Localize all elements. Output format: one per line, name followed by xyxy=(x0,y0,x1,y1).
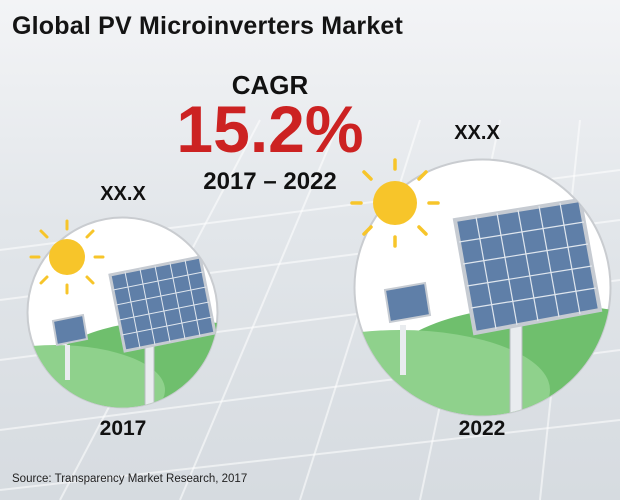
circle-illustration-2022 xyxy=(350,158,612,417)
sun-icon xyxy=(29,219,105,295)
cagr-label: CAGR xyxy=(231,70,309,100)
value-label-2022: XX.X xyxy=(454,122,500,144)
year-label-2022: 2022 xyxy=(458,417,506,440)
cagr-period: 2017 – 2022 xyxy=(203,168,337,195)
page-title: Global PV Microinverters Market xyxy=(12,12,404,40)
source-note: Source: Transparency Market Research, 20… xyxy=(12,473,248,485)
circle-illustration-2017 xyxy=(26,216,219,409)
value-label-2017: XX.X xyxy=(100,183,146,205)
sun-icon xyxy=(350,158,440,248)
year-label-2017: 2017 xyxy=(99,417,147,440)
cagr-value: 15.2% xyxy=(176,92,364,166)
